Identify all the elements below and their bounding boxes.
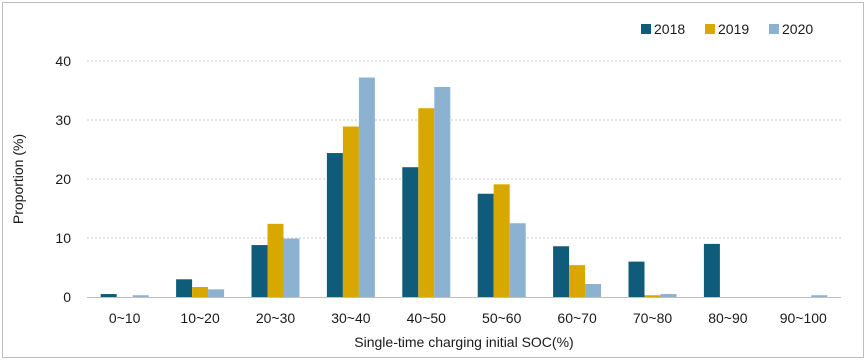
bar-2019-20~30	[267, 223, 284, 297]
bar-2019-10~20	[192, 286, 209, 297]
bars-group	[100, 77, 828, 298]
bar-2018-40~50	[402, 167, 419, 297]
bar-2018-60~70	[553, 246, 570, 297]
bar-2018-30~40	[326, 153, 343, 297]
x-axis-label: Single-time charging initial SOC(%)	[354, 334, 573, 350]
x-tick-label: 60~70	[557, 310, 597, 326]
bar-2018-50~60	[477, 193, 494, 297]
bar-2020-90~100	[811, 295, 828, 297]
legend-swatch-2018	[641, 24, 651, 34]
legend-label: 2019	[718, 21, 749, 37]
y-tick-label: 0	[63, 289, 71, 305]
bar-2020-10~20	[208, 289, 225, 297]
x-tick-label: 10~20	[180, 310, 220, 326]
legend-swatch-2019	[705, 24, 715, 34]
x-tick-label: 30~40	[331, 310, 371, 326]
bar-2018-0~10	[100, 294, 117, 297]
y-tick-label: 20	[55, 171, 71, 187]
y-tick-label: 30	[55, 112, 71, 128]
bar-2020-40~50	[434, 86, 451, 298]
y-tick-label: 40	[55, 53, 71, 69]
bar-2020-30~40	[358, 77, 375, 298]
bar-2020-50~60	[509, 223, 526, 297]
bar-2018-10~20	[176, 279, 193, 297]
x-tick-label: 80~90	[708, 310, 748, 326]
x-tick-label: 20~30	[256, 310, 296, 326]
x-tick-label: 90~100	[780, 310, 827, 326]
y-axis-label: Proportion (%)	[10, 134, 26, 224]
y-tick-label: 10	[55, 230, 71, 246]
legend-swatch-2020	[769, 24, 779, 34]
bar-2020-60~70	[585, 284, 602, 297]
x-tick-label: 50~60	[482, 310, 522, 326]
bar-2019-50~60	[493, 184, 510, 297]
bar-chart: 0 10 20 30 40 0~10 10~20 20~30 30~40 40~50 50~60 6…	[10, 21, 841, 350]
bar-2020-20~30	[283, 238, 300, 297]
bar-2019-30~40	[342, 126, 359, 298]
bar-2018-80~90	[703, 243, 720, 297]
x-tick-label: 0~10	[109, 310, 141, 326]
y-tick-labels: 0 10 20 30 40	[55, 53, 71, 305]
chart-frame: 0 10 20 30 40 0~10 10~20 20~30 30~40 40~50 50~60 6…	[2, 2, 864, 358]
bar-2019-70~80	[644, 295, 661, 297]
bar-2018-20~30	[251, 245, 268, 297]
legend-label: 2018	[654, 21, 685, 37]
x-tick-labels: 0~10 10~20 20~30 30~40 40~50 50~60 60~70 70~80 8…	[109, 310, 827, 326]
bar-2020-0~10	[132, 295, 149, 297]
bar-2019-40~50	[418, 108, 435, 297]
x-tick-label: 70~80	[633, 310, 673, 326]
gridlines	[87, 60, 841, 239]
legend: 2018 2019 2020	[641, 21, 813, 37]
bar-2020-70~80	[660, 294, 677, 297]
legend-label: 2020	[782, 21, 813, 37]
x-tick-label: 40~50	[407, 310, 447, 326]
bar-2019-60~70	[569, 265, 586, 297]
bar-2018-70~80	[628, 261, 645, 297]
